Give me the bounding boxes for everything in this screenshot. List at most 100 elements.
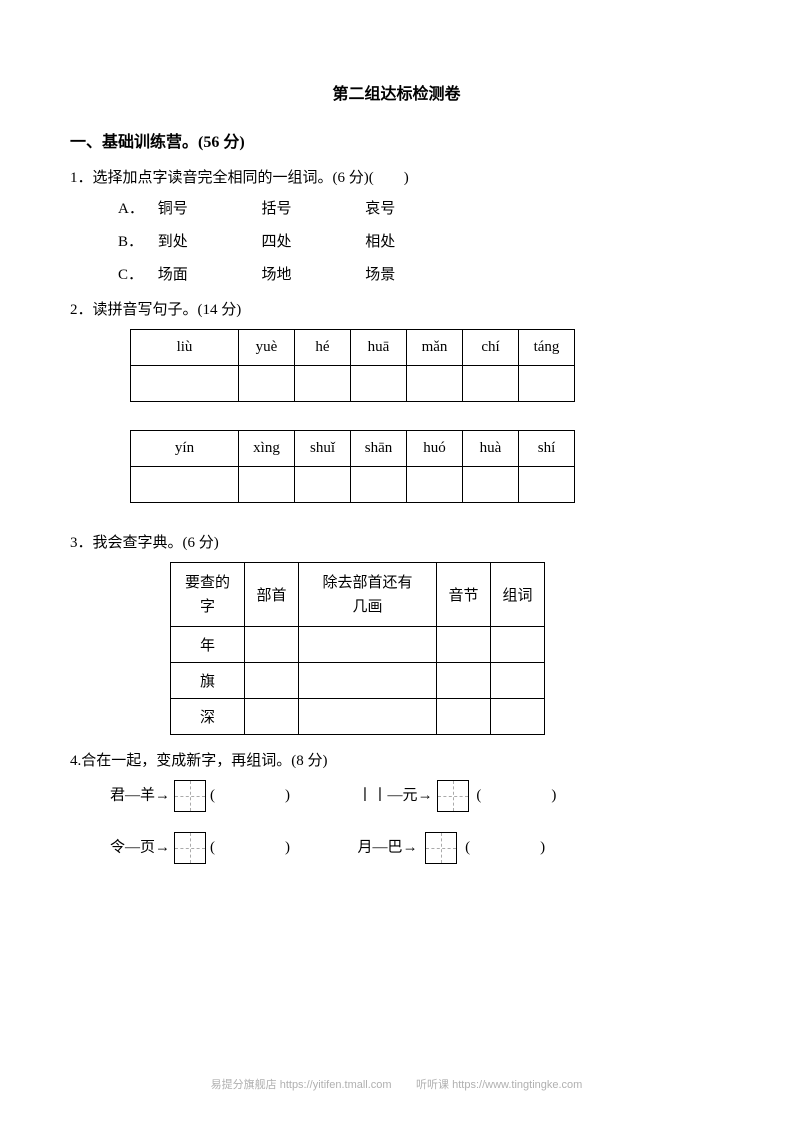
table-header: 除去部首还有几画 <box>299 563 437 627</box>
table-header: 部首 <box>245 563 299 627</box>
char-cell: 年 <box>171 627 245 663</box>
answer-cell[interactable] <box>491 699 545 735</box>
pinyin-cell: xìng <box>239 431 295 467</box>
char-cell: 深 <box>171 699 245 735</box>
char-write-box[interactable] <box>425 832 457 864</box>
q4-text: 4.合在一起，变成新字，再组词。(8 分) <box>70 749 723 770</box>
pinyin-cell: hé <box>295 330 351 366</box>
char-write-box[interactable] <box>437 780 469 812</box>
q1-text: 1．选择加点字读音完全相同的一组词。(6 分)( ) <box>70 166 723 187</box>
answer-cell[interactable] <box>245 627 299 663</box>
opt-word: 铜号 <box>158 197 258 218</box>
combine-part-a: 令 <box>110 839 125 855</box>
opt-word: 哀号 <box>365 197 445 218</box>
opt-word: 场景 <box>365 263 445 284</box>
answer-cell[interactable] <box>519 366 575 402</box>
answer-cell[interactable] <box>437 627 491 663</box>
table-header: 音节 <box>437 563 491 627</box>
combine-row-2: 令—页→() 月—巴→ () <box>110 832 723 864</box>
combine-part-b: 元 <box>403 787 418 803</box>
pinyin-cell: chí <box>463 330 519 366</box>
answer-cell[interactable] <box>351 467 407 503</box>
pinyin-cell: huā <box>351 330 407 366</box>
answer-cell[interactable] <box>131 467 239 503</box>
combine-part-a: 君 <box>110 787 125 803</box>
table-row: 深 <box>171 699 545 735</box>
answer-cell[interactable] <box>407 366 463 402</box>
answer-cell[interactable] <box>299 699 437 735</box>
pinyin-cell: táng <box>519 330 575 366</box>
footer-left: 易提分旗舰店 https://yitifen.tmall.com <box>211 1079 392 1091</box>
table-header: 组词 <box>491 563 545 627</box>
pinyin-cell: shí <box>519 431 575 467</box>
opt-word: 到处 <box>158 230 258 251</box>
char-cell: 旗 <box>171 663 245 699</box>
opt-label: C． <box>118 263 154 284</box>
pinyin-cell: huà <box>463 431 519 467</box>
page-footer: 易提分旗舰店 https://yitifen.tmall.com 听听课 htt… <box>0 1076 793 1092</box>
doc-title: 第二组达标检测卷 <box>70 80 723 104</box>
table-row <box>131 467 575 503</box>
table-row: yín xìng shuǐ shān huó huà shí <box>131 431 575 467</box>
table-row: 年 <box>171 627 545 663</box>
table-row <box>131 366 575 402</box>
opt-word: 场面 <box>158 263 258 284</box>
pinyin-cell: huó <box>407 431 463 467</box>
answer-cell[interactable] <box>295 467 351 503</box>
answer-cell[interactable] <box>463 366 519 402</box>
pinyin-table-1: liù yuè hé huā mǎn chí táng <box>130 329 575 402</box>
answer-cell[interactable] <box>245 699 299 735</box>
footer-right: 听听课 https://www.tingtingke.com <box>416 1079 582 1091</box>
combine-row-1: 君—羊→() 丨丨—元→ () <box>110 780 723 812</box>
answer-cell[interactable] <box>295 366 351 402</box>
page: 第二组达标检测卷 一、基础训练营。(56 分) 1．选择加点字读音完全相同的一组… <box>0 0 793 1122</box>
dictionary-table: 要查的字 部首 除去部首还有几画 音节 组词 年 旗 深 <box>170 562 545 735</box>
q1-option-b: B． 到处 四处 相处 <box>118 230 723 251</box>
answer-cell[interactable] <box>299 663 437 699</box>
combine-part-b: 页 <box>140 839 155 855</box>
q1-option-c: C． 场面 场地 场景 <box>118 263 723 284</box>
q1-option-a: A． 铜号 括号 哀号 <box>118 197 723 218</box>
char-write-box[interactable] <box>174 832 206 864</box>
answer-cell[interactable] <box>239 366 295 402</box>
table-header: 要查的字 <box>171 563 245 627</box>
table-row: 旗 <box>171 663 545 699</box>
pinyin-cell: yín <box>131 431 239 467</box>
answer-cell[interactable] <box>131 366 239 402</box>
char-write-box[interactable] <box>174 780 206 812</box>
answer-cell[interactable] <box>437 699 491 735</box>
answer-cell[interactable] <box>351 366 407 402</box>
q3-text: 3．我会查字典。(6 分) <box>70 531 723 552</box>
section-heading: 一、基础训练营。(56 分) <box>70 128 723 152</box>
answer-cell[interactable] <box>245 663 299 699</box>
opt-word: 括号 <box>262 197 362 218</box>
q1-options: A． 铜号 括号 哀号 B． 到处 四处 相处 C． 场面 场地 场景 <box>118 197 723 284</box>
table-row: liù yuè hé huā mǎn chí táng <box>131 330 575 366</box>
combine-part-b: 巴 <box>388 839 403 855</box>
pinyin-cell: shuǐ <box>295 431 351 467</box>
opt-label: A． <box>118 197 154 218</box>
combine-part-a: 月 <box>358 839 373 855</box>
pinyin-cell: mǎn <box>407 330 463 366</box>
answer-cell[interactable] <box>437 663 491 699</box>
q2-text: 2．读拼音写句子。(14 分) <box>70 298 723 319</box>
answer-cell[interactable] <box>407 467 463 503</box>
pinyin-table-2: yín xìng shuǐ shān huó huà shí <box>130 430 575 503</box>
answer-cell[interactable] <box>491 663 545 699</box>
answer-cell[interactable] <box>299 627 437 663</box>
opt-label: B． <box>118 230 154 251</box>
answer-cell[interactable] <box>239 467 295 503</box>
pinyin-cell: liù <box>131 330 239 366</box>
opt-word: 四处 <box>262 230 362 251</box>
header-text: 要查的字 <box>185 571 230 619</box>
opt-word: 相处 <box>365 230 445 251</box>
header-text: 除去部首还有几画 <box>322 571 412 619</box>
answer-cell[interactable] <box>519 467 575 503</box>
answer-cell[interactable] <box>463 467 519 503</box>
answer-cell[interactable] <box>491 627 545 663</box>
combine-part-a: 丨丨 <box>358 787 388 803</box>
table-header-row: 要查的字 部首 除去部首还有几画 音节 组词 <box>171 563 545 627</box>
opt-word: 场地 <box>262 263 362 284</box>
combine-part-b: 羊 <box>140 787 155 803</box>
pinyin-cell: yuè <box>239 330 295 366</box>
